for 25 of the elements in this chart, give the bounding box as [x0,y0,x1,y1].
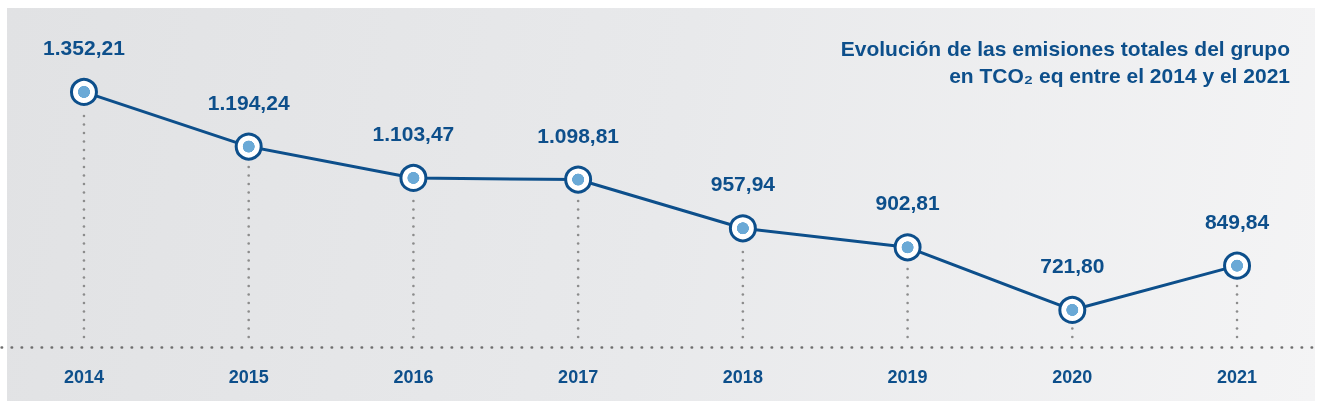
data-label: 902,81 [875,191,941,215]
x-tick-label: 2014 [63,367,104,387]
point [69,77,98,106]
data-label: 721,80 [1040,253,1105,277]
x-tick-label: 2018 [722,367,763,387]
point [1223,251,1252,280]
point [564,165,593,194]
point [234,132,263,161]
point [399,163,428,192]
point [1058,295,1087,324]
x-tick-label: 2016 [393,367,434,387]
x-tick-label: 2020 [1052,367,1093,387]
x-tick-label: 2021 [1217,367,1258,387]
data-label: 849,84 [1204,209,1270,233]
data-label: 1.194,24 [207,90,290,114]
point [728,214,757,243]
data-label: 1.352,21 [43,35,126,59]
data-label: 1.103,47 [372,121,455,145]
data-label: 1.098,81 [537,123,620,147]
data-label: 957,94 [710,172,776,196]
x-tick-label: 2019 [887,367,928,387]
chart-title: Evolución de las emisiones totales del grupo en TCO₂ eq entre el 2014 y el 2021 [840,37,1291,87]
x-tick-label: 2015 [228,367,269,387]
point [893,233,922,262]
x-tick-label: 2017 [558,367,599,387]
